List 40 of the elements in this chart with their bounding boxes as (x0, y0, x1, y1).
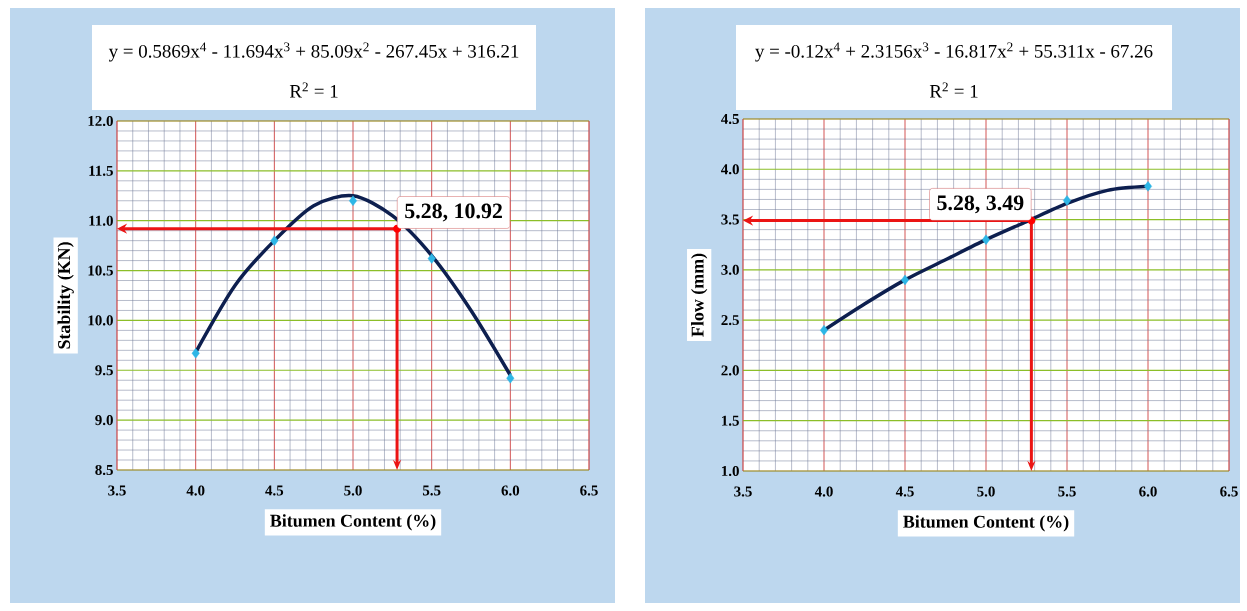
text: y = -0.12x$^{4}$ + 2.3156x$^{3}$ - 16.817x$^{2}$ + 55.311x - 67.26 (755, 42, 1153, 62)
y-tick-label: 11.5 (89, 165, 113, 176)
x-tick-label: 6.5 (580, 485, 598, 496)
x-axis-title: Bitumen Content (%) (270, 514, 436, 531)
x-tick-label: 6.0 (501, 485, 520, 496)
x-tick-label: 4.0 (814, 486, 833, 497)
x-tick-label: 6.0 (1139, 486, 1157, 497)
x-tick-label: 3.5 (108, 485, 126, 496)
y-tick-label: 9.0 (95, 415, 113, 426)
y-tick-label: 1.5 (722, 415, 739, 426)
y-tick-label: 11.0 (89, 215, 113, 226)
y-tick-label: 12.0 (88, 115, 113, 127)
y-tick-label: 3.5 (721, 214, 739, 225)
x-tick-label: 4.5 (895, 486, 914, 497)
x-tick-label: 3.5 (734, 486, 752, 497)
x-tick-label: 5.0 (344, 485, 362, 496)
y-axis-title: Stability (KN) (57, 242, 74, 349)
x-tick-label: 5.5 (422, 485, 441, 496)
y-tick-label: 2.5 (721, 315, 739, 326)
y-tick-label: 10.5 (88, 265, 113, 276)
x-tick-label: 5.5 (1058, 486, 1076, 497)
y-tick-label: 4.0 (721, 164, 739, 175)
text: R$^{2}$ = 1 (289, 82, 338, 98)
y-tick-label: 9.5 (95, 365, 113, 376)
y-axis-title: Flow (mm) (691, 253, 708, 337)
y-tick-label: 8.5 (95, 464, 113, 476)
y-tick-label: 4.5 (721, 113, 739, 125)
text: y = 0.5869x$^{4}$ - 11.694x$^{3}$ + 85.09x$^{2}$ - 267.45x + 316.21 (108, 42, 519, 62)
x-axis-title: Bitumen Content (%) (903, 515, 1069, 532)
x-tick-label: 6.5 (1220, 486, 1238, 497)
text: R$^{2}$ = 1 (929, 82, 978, 98)
x-tick-label: 4.0 (186, 485, 205, 496)
annotation: 5.28, 10.92 (405, 203, 502, 222)
y-tick-label: 3.0 (721, 264, 739, 275)
x-tick-label: 4.5 (265, 485, 284, 496)
y-tick-label: 2.0 (721, 365, 739, 376)
annotation: 5.28, 3.49 (937, 195, 1024, 214)
y-tick-label: 1.0 (722, 465, 739, 477)
x-tick-label: 5.0 (977, 486, 995, 497)
y-tick-label: 10.0 (88, 315, 113, 326)
